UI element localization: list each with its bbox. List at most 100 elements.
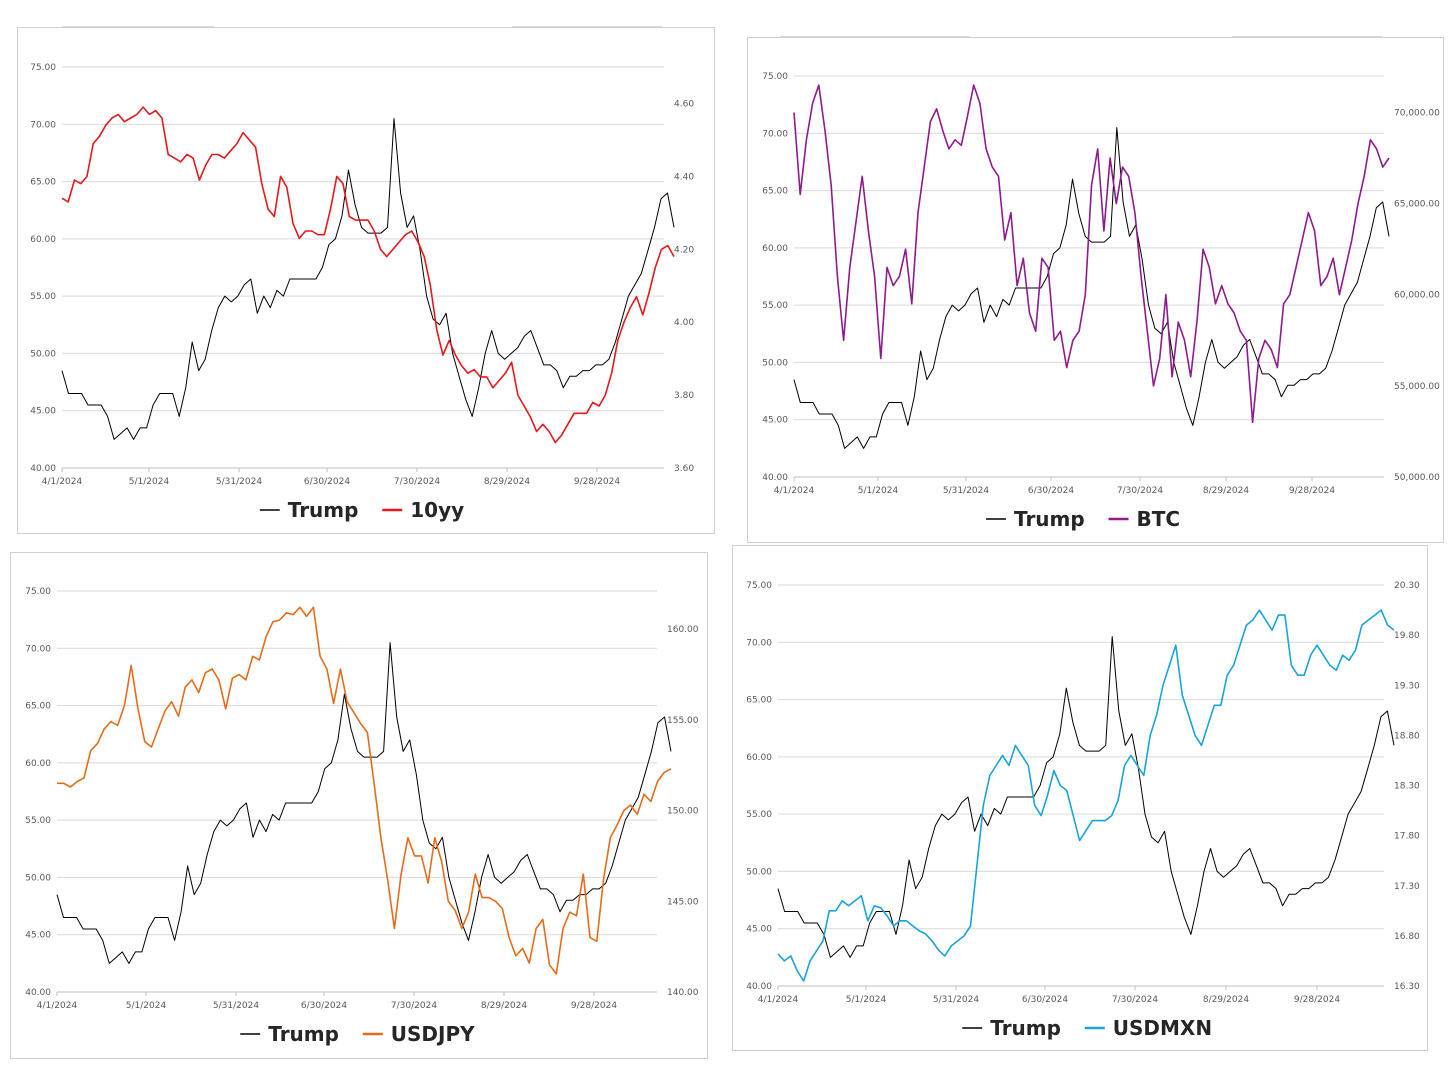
y-left-tick-label: 75.00 (762, 72, 788, 82)
y-left-tick-label: 70.00 (30, 120, 56, 130)
y-right-tick-label: 60,000.00 (1394, 291, 1440, 301)
y-right-tick-label: 19.80 (1394, 631, 1420, 641)
x-tick-label: 5/1/2024 (846, 995, 887, 1005)
legend: Trump 10yy (259, 498, 464, 522)
y-left-tick-label: 55.00 (25, 816, 51, 826)
y-left-tick-label: 45.00 (762, 416, 788, 426)
x-tick-label: 6/30/2024 (304, 477, 350, 487)
y-left-tick-label: 75.00 (30, 63, 56, 73)
y-right-tick-label: 55,000.00 (1394, 382, 1440, 392)
x-tick-label: 6/30/2024 (1022, 995, 1068, 1005)
legend-label-trump: Trump (1014, 507, 1085, 531)
y-right-tick-label: 4.00 (674, 318, 694, 328)
x-tick-label: 5/31/2024 (216, 477, 262, 487)
x-tick-label: 4/1/2024 (42, 477, 83, 487)
y-left-tick-label: 70.00 (762, 129, 788, 139)
x-tick-label: 5/31/2024 (213, 1001, 259, 1011)
y-right-tick-label: 3.80 (674, 391, 694, 401)
y-right-tick-label: 4.20 (674, 245, 694, 255)
y-left-tick-label: 55.00 (746, 810, 772, 820)
y-left-tick-label: 50.00 (762, 358, 788, 368)
y-left-tick-label: 60.00 (762, 244, 788, 254)
y-left-tick-label: 50.00 (30, 349, 56, 359)
y-left-tick-label: 45.00 (746, 925, 772, 935)
chart-panel-10yy: 40.00 45.00 50.00 55.00 60.00 65.00 70.00 75.00… (17, 27, 715, 534)
series-line-10yy (61, 106, 675, 444)
y-left-tick-label: 65.00 (25, 702, 51, 712)
legend-label-btc: BTC (1137, 507, 1181, 531)
x-tick-label: 9/28/2024 (1289, 486, 1335, 496)
y-left-tick-label: 55.00 (762, 301, 788, 311)
y-right-tick-label: 3.60 (674, 464, 694, 474)
chart-panel-btc: 40.00 45.00 50.00 55.00 60.00 65.00 70.00 75.00… (747, 37, 1444, 543)
y-right-tick-label: 140.00 (667, 988, 699, 998)
x-tick-label: 5/31/2024 (933, 995, 979, 1005)
y-right-tick-label: 17.30 (1394, 882, 1420, 892)
y-left-tick-label: 65.00 (762, 187, 788, 197)
y-left-tick-label: 40.00 (30, 464, 56, 474)
title-rule (780, 36, 970, 37)
series-line-usdjpy (57, 606, 672, 975)
y-right-tick-label: 50,000.00 (1394, 473, 1440, 483)
x-tick-label: 8/29/2024 (1203, 486, 1249, 496)
y-left-tick-label: 70.00 (25, 644, 51, 654)
title-rule (62, 26, 214, 27)
chart-btc: 40.00 45.00 50.00 55.00 60.00 65.00 70.00 75.00… (762, 72, 1440, 531)
x-tick-label: 6/30/2024 (1028, 486, 1074, 496)
chart-10yy: 40.00 45.00 50.00 55.00 60.00 65.00 70.00 75.00… (30, 63, 694, 522)
chart-usdjpy: 40.00 45.00 50.00 55.00 60.00 65.00 70.00 75.00… (25, 587, 699, 1046)
legend-label-trump: Trump (288, 498, 359, 522)
y-left-tick-label: 45.00 (30, 407, 56, 417)
x-tick-label: 8/29/2024 (481, 1001, 527, 1011)
y-right-tick-label: 17.80 (1394, 832, 1420, 842)
y-left-tick-label: 40.00 (25, 988, 51, 998)
x-tick-label: 5/1/2024 (126, 1001, 167, 1011)
y-right-tick-label: 18.80 (1394, 731, 1420, 741)
y-left-tick-label: 75.00 (25, 587, 51, 597)
y-left-tick-label: 65.00 (746, 696, 772, 706)
y-left-tick-label: 70.00 (746, 638, 772, 648)
x-tick-label: 8/29/2024 (1203, 995, 1249, 1005)
legend-label-10yy: 10yy (410, 498, 464, 522)
title-rule (1232, 36, 1382, 37)
legend: Trump USDJPY (240, 1022, 475, 1046)
y-left-tick-label: 65.00 (30, 178, 56, 188)
y-left-tick-label: 75.00 (746, 581, 772, 591)
legend: Trump USDMXN (962, 1016, 1212, 1040)
y-right-tick-label: 18.30 (1394, 782, 1420, 792)
x-tick-label: 9/28/2024 (574, 477, 620, 487)
x-tick-label: 4/1/2024 (758, 995, 799, 1005)
y-left-tick-label: 50.00 (25, 873, 51, 883)
title-rule (512, 26, 662, 27)
y-left-tick-label: 55.00 (30, 292, 56, 302)
x-tick-label: 6/30/2024 (301, 1001, 347, 1011)
y-left-tick-label: 50.00 (746, 867, 772, 877)
x-tick-label: 7/30/2024 (394, 477, 440, 487)
y-right-tick-label: 4.40 (674, 172, 694, 182)
series-line-trump (56, 642, 672, 964)
x-tick-label: 7/30/2024 (1117, 486, 1163, 496)
series-line-btc (793, 84, 1390, 424)
x-tick-label: 4/1/2024 (774, 486, 815, 496)
legend: Trump BTC (986, 507, 1180, 531)
y-right-tick-label: 145.00 (667, 897, 699, 907)
y-right-tick-label: 16.30 (1394, 982, 1420, 992)
chart-panel-usdjpy: 40.00 45.00 50.00 55.00 60.00 65.00 70.00 75.00… (10, 552, 708, 1059)
series-line-trump (61, 118, 675, 440)
y-right-tick-label: 70,000.00 (1394, 108, 1440, 118)
series-line-trump (777, 636, 1395, 958)
legend-label-trump: Trump (268, 1022, 339, 1046)
y-right-tick-label: 155.00 (667, 716, 699, 726)
chart-usdmxn: 40.00 45.00 50.00 55.00 60.00 65.00 70.00 75.00… (746, 581, 1420, 1040)
x-tick-label: 5/31/2024 (943, 486, 989, 496)
y-right-tick-label: 20.30 (1394, 581, 1420, 591)
y-left-tick-label: 40.00 (762, 473, 788, 483)
x-tick-label: 9/28/2024 (1294, 995, 1340, 1005)
series-line-trump (793, 127, 1390, 449)
chart-panel-usdmxn: 40.00 45.00 50.00 55.00 60.00 65.00 70.00 75.00… (732, 545, 1428, 1051)
y-left-tick-label: 60.00 (30, 235, 56, 245)
y-left-tick-label: 60.00 (25, 759, 51, 769)
legend-label-trump: Trump (990, 1016, 1061, 1040)
y-right-tick-label: 65,000.00 (1394, 200, 1440, 210)
y-left-tick-label: 60.00 (746, 753, 772, 763)
